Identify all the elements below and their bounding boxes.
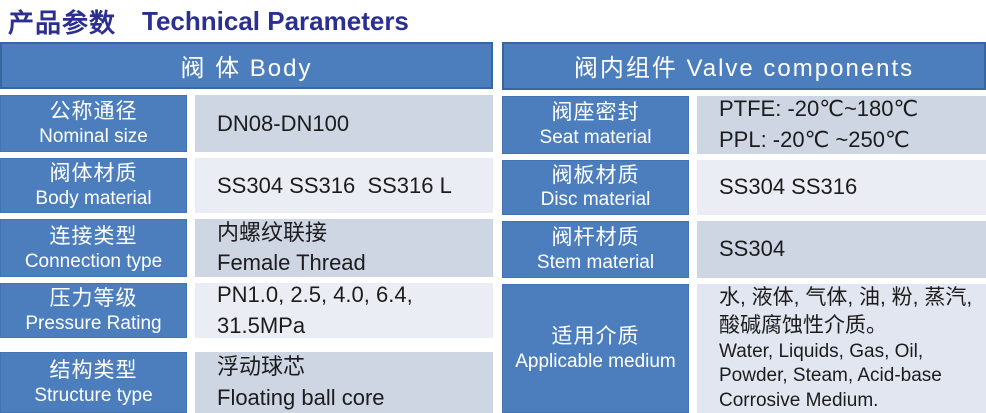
row-label-en: Body material bbox=[35, 187, 152, 209]
table-row: 阀杆材质 Stem material SS304 bbox=[502, 220, 986, 279]
value-line: Powder, Steam, Acid-base bbox=[719, 365, 942, 387]
row-label-en: Seat material bbox=[539, 126, 652, 148]
row-value: SS304 SS316 SS316 L bbox=[195, 158, 493, 214]
value-line: Floating ball core bbox=[217, 384, 385, 410]
table-row: 阀体材质 Body material SS304 SS316 SS316 L bbox=[0, 158, 493, 214]
row-label-applicable-medium: 适用介质 Applicable medium bbox=[502, 284, 689, 413]
row-value: 内螺纹联接 Female Thread bbox=[195, 219, 493, 278]
row-label-en: Disc material bbox=[540, 189, 651, 211]
row-value: PTFE: -20℃~180℃ PPL: -20℃ ~250℃ bbox=[697, 95, 986, 154]
row-label-en: Applicable medium bbox=[515, 350, 676, 372]
row-value: SS304 bbox=[697, 220, 986, 279]
value-line: 酸碱腐蚀性介质。 bbox=[719, 314, 887, 338]
row-label-en: Connection type bbox=[24, 250, 163, 272]
value-line: PN1.0, 2.5, 4.0, 6.4, 31.5MPa bbox=[217, 282, 419, 338]
row-label-pressure-rating: 压力等级 Pressure Rating bbox=[0, 283, 187, 339]
value-line: SS304 bbox=[719, 236, 786, 262]
row-label-stem-material: 阀杆材质 Stem material bbox=[502, 220, 689, 279]
row-label-disc-material: 阀板材质 Disc material bbox=[502, 159, 689, 215]
value-line: Corrosive Medium. bbox=[719, 389, 879, 411]
table-row: 适用介质 Applicable medium 水, 液体, 气体, 油, 粉, … bbox=[502, 284, 986, 413]
page-title-en: Technical Parameters bbox=[142, 5, 409, 36]
value-line: Water, Liquids, Gas, Oil, bbox=[719, 340, 924, 362]
table-row: 阀座密封 Seat material PTFE: -20℃~180℃ PPL: … bbox=[502, 95, 986, 154]
row-label-zh: 连接类型 bbox=[49, 224, 138, 248]
row-label-en: Stem material bbox=[536, 251, 655, 273]
row-value: 浮动球芯 Floating ball core bbox=[195, 352, 493, 413]
row-label-zh: 公称通径 bbox=[49, 100, 138, 124]
header-body: 阀 体 Body bbox=[0, 42, 493, 90]
value-line: PPL: -20℃ ~250℃ bbox=[719, 126, 910, 152]
row-label-nominal-size: 公称通径 Nominal size bbox=[0, 95, 187, 153]
value-line: Female Thread bbox=[217, 250, 366, 276]
value-line: SS304 SS316 SS316 L bbox=[217, 172, 452, 198]
value-line: SS304 SS316 bbox=[719, 174, 858, 200]
section-valve-components: 阀内组件 Valve components 阀座密封 Seat material… bbox=[502, 42, 986, 413]
table-row: 结构类型 Structure type 浮动球芯 Floating ball c… bbox=[0, 352, 493, 413]
table-row: 阀板材质 Disc material SS304 SS316 bbox=[502, 159, 986, 215]
row-label-zh: 阀座密封 bbox=[551, 101, 640, 125]
row-value: DN08-DN100 bbox=[195, 95, 493, 153]
header-valve-components: 阀内组件 Valve components bbox=[502, 42, 986, 90]
table-row: 公称通径 Nominal size DN08-DN100 bbox=[0, 95, 493, 153]
value-line: DN08-DN100 bbox=[217, 110, 350, 136]
row-label-structure-type: 结构类型 Structure type bbox=[0, 352, 187, 413]
value-line: 水, 液体, 气体, 油, 粉, 蒸汽, bbox=[719, 286, 973, 310]
table-row: 压力等级 Pressure Rating PN1.0, 2.5, 4.0, 6.… bbox=[0, 282, 493, 339]
row-label-zh: 阀板材质 bbox=[551, 163, 640, 187]
row-label-zh: 阀杆材质 bbox=[551, 226, 640, 250]
page-title: 产品参数 Technical Parameters bbox=[0, 0, 986, 42]
section-body: 阀 体 Body 公称通径 Nominal size DN08-DN100 阀体… bbox=[0, 42, 493, 413]
parameters-table: 阀 体 Body 公称通径 Nominal size DN08-DN100 阀体… bbox=[0, 42, 986, 413]
row-label-seat-material: 阀座密封 Seat material bbox=[502, 95, 689, 154]
row-label-en: Structure type bbox=[34, 384, 153, 406]
page-title-zh: 产品参数 bbox=[8, 7, 117, 38]
value-line: 内螺纹联接 bbox=[217, 219, 328, 245]
value-line: 浮动球芯 bbox=[217, 354, 306, 380]
row-label-en: Nominal size bbox=[39, 125, 148, 147]
row-label-zh: 压力等级 bbox=[49, 287, 138, 311]
row-value: 水, 液体, 气体, 油, 粉, 蒸汽, 酸碱腐蚀性介质。 Water, Liq… bbox=[697, 284, 986, 413]
row-value: PN1.0, 2.5, 4.0, 6.4, 31.5MPa bbox=[195, 282, 493, 339]
row-label-zh: 阀体材质 bbox=[49, 162, 138, 186]
row-label-zh: 适用介质 bbox=[551, 325, 640, 349]
row-label-zh: 结构类型 bbox=[49, 359, 138, 383]
table-row: 连接类型 Connection type 内螺纹联接 Female Thread bbox=[0, 219, 493, 278]
row-value: SS304 SS316 bbox=[697, 159, 986, 215]
row-label-en: Pressure Rating bbox=[25, 313, 162, 334]
row-label-connection-type: 连接类型 Connection type bbox=[0, 219, 187, 278]
row-label-body-material: 阀体材质 Body material bbox=[0, 158, 187, 214]
value-line: PTFE: -20℃~180℃ bbox=[719, 96, 919, 122]
